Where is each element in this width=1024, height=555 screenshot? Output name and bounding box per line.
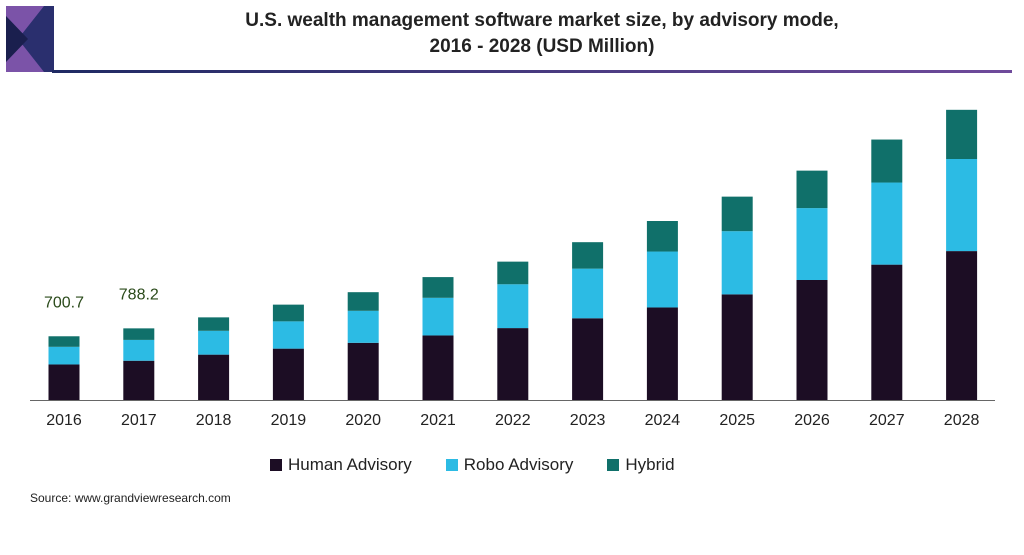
bar-human-advisory-2025 bbox=[721, 294, 753, 400]
x-tick-label-2027: 2027 bbox=[869, 412, 905, 429]
x-tick-label-2016: 2016 bbox=[46, 412, 82, 429]
legend-swatch-robo-advisory bbox=[445, 459, 458, 471]
x-tick-label-2021: 2021 bbox=[420, 412, 456, 429]
chart-header: U.S. wealth management software market s… bbox=[0, 0, 1024, 76]
bar-hybrid-2017 bbox=[123, 328, 155, 340]
bar-robo-advisory-2023 bbox=[572, 268, 604, 319]
bar-hybrid-2027 bbox=[871, 139, 903, 183]
bar-hybrid-2023 bbox=[572, 242, 604, 269]
stacked-bar-chart: 2016 2017 2018 2019 2020 2021 2022 2023 2024 2025… bbox=[30, 109, 995, 429]
chart-title-line-1: U.S. wealth management software market s… bbox=[245, 10, 839, 31]
bar-robo-advisory-2024 bbox=[646, 251, 678, 308]
bar-robo-advisory-2021 bbox=[422, 297, 454, 336]
x-tick-label-2020: 2020 bbox=[345, 412, 381, 429]
legend-swatch-hybrid bbox=[607, 459, 620, 471]
chart-title: U.S. wealth management software market s… bbox=[60, 8, 1024, 60]
bar-hybrid-2016 bbox=[48, 336, 80, 347]
legend-label-robo-advisory: Robo Advisory bbox=[463, 455, 574, 474]
bar-robo-advisory-2019 bbox=[272, 321, 304, 349]
x-tick-label-2025: 2025 bbox=[719, 412, 755, 429]
bar-human-advisory-2027 bbox=[871, 264, 903, 400]
bar-robo-advisory-2016 bbox=[48, 346, 80, 365]
chart-title-line-2: 2016 - 2028 (USD Million) bbox=[429, 36, 655, 57]
bar-human-advisory-2021 bbox=[422, 335, 454, 400]
bar-robo-advisory-2025 bbox=[721, 231, 753, 295]
x-tick-label-2019: 2019 bbox=[271, 412, 307, 429]
bar-human-advisory-2023 bbox=[572, 318, 604, 400]
bar-hybrid-2024 bbox=[646, 221, 678, 252]
bar-human-advisory-2024 bbox=[646, 307, 678, 400]
bar-hybrid-2025 bbox=[721, 196, 753, 232]
bar-hybrid-2028 bbox=[946, 109, 978, 159]
x-tick-label-2026: 2026 bbox=[794, 412, 830, 429]
x-tick-label-2028: 2028 bbox=[944, 412, 980, 429]
legend-swatch-human-advisory bbox=[270, 459, 282, 471]
bar-hybrid-2022 bbox=[497, 261, 529, 285]
bar-human-advisory-2026 bbox=[796, 280, 828, 400]
bar-robo-advisory-2018 bbox=[198, 330, 230, 355]
bar-hybrid-2020 bbox=[347, 292, 379, 311]
bar-robo-advisory-2022 bbox=[497, 284, 529, 329]
chart-legend: Human Advisory Robo Advisory Hybrid bbox=[270, 455, 675, 475]
x-tick-label-2024: 2024 bbox=[645, 412, 681, 429]
bar-human-advisory-2028 bbox=[946, 251, 978, 400]
source-note: Source: www.grandviewresearch.com bbox=[30, 491, 231, 505]
bar-human-advisory-2017 bbox=[123, 360, 155, 400]
bar-hybrid-2026 bbox=[796, 170, 828, 209]
x-tick-label-2022: 2022 bbox=[495, 412, 531, 429]
bar-robo-advisory-2026 bbox=[796, 208, 828, 280]
legend-item-hybrid: Hybrid bbox=[607, 455, 675, 475]
grand-view-logo-icon bbox=[6, 6, 54, 72]
x-tick-label-2018: 2018 bbox=[196, 412, 232, 429]
bar-robo-advisory-2028 bbox=[946, 159, 978, 252]
bar-robo-advisory-2027 bbox=[871, 182, 903, 265]
bar-hybrid-2019 bbox=[272, 304, 304, 322]
legend-label-hybrid: Hybrid bbox=[625, 455, 675, 474]
bar-hybrid-2018 bbox=[198, 317, 230, 331]
x-tick-label-2023: 2023 bbox=[570, 412, 606, 429]
bar-hybrid-2021 bbox=[422, 277, 454, 298]
data-label-2016: 700.7 bbox=[44, 294, 84, 311]
data-label-2017: 788.2 bbox=[119, 286, 159, 303]
x-tick-label-2017: 2017 bbox=[121, 412, 157, 429]
bar-human-advisory-2018 bbox=[198, 354, 230, 400]
bar-human-advisory-2022 bbox=[497, 328, 529, 400]
bar-human-advisory-2016 bbox=[48, 364, 80, 400]
legend-item-robo-advisory: Robo Advisory bbox=[445, 455, 574, 475]
legend-label-human-advisory: Human Advisory bbox=[288, 455, 412, 474]
bar-human-advisory-2020 bbox=[347, 342, 379, 400]
legend-item-human-advisory: Human Advisory bbox=[270, 455, 412, 475]
bar-robo-advisory-2017 bbox=[123, 339, 155, 361]
bar-human-advisory-2019 bbox=[272, 348, 304, 400]
header-divider bbox=[52, 70, 1012, 73]
bar-robo-advisory-2020 bbox=[347, 310, 379, 343]
